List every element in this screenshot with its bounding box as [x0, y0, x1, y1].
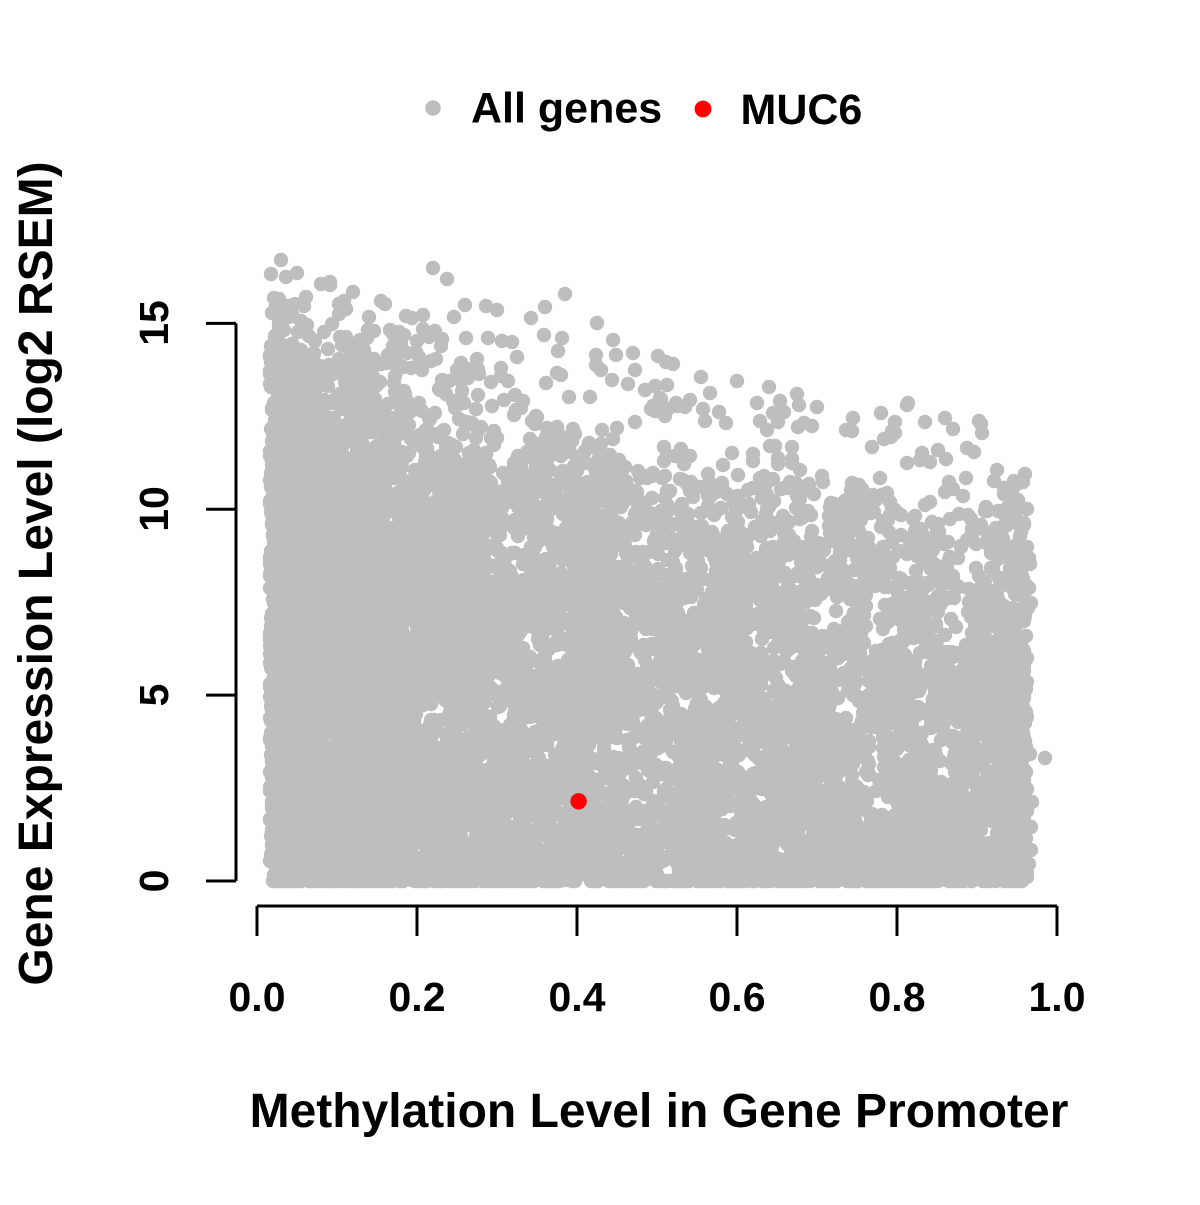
svg-text:All genes: All genes [471, 85, 662, 133]
svg-text:Methylation Level in Gene Prom: Methylation Level in Gene Promoter [250, 1085, 1069, 1138]
svg-text:0.2: 0.2 [389, 974, 446, 1020]
svg-text:0.0: 0.0 [229, 974, 286, 1020]
svg-text:1.0: 1.0 [1029, 974, 1086, 1020]
svg-text:10: 10 [131, 486, 177, 532]
svg-text:Gene Expression Level (log2 RS: Gene Expression Level (log2 RSEM) [10, 161, 63, 985]
svg-text:0.4: 0.4 [549, 974, 606, 1020]
svg-text:5: 5 [131, 684, 177, 707]
svg-text:MUC6: MUC6 [741, 86, 863, 134]
svg-text:0: 0 [131, 870, 177, 893]
svg-text:0.6: 0.6 [709, 974, 766, 1020]
svg-text:0.8: 0.8 [869, 974, 926, 1020]
svg-text:15: 15 [131, 300, 177, 346]
